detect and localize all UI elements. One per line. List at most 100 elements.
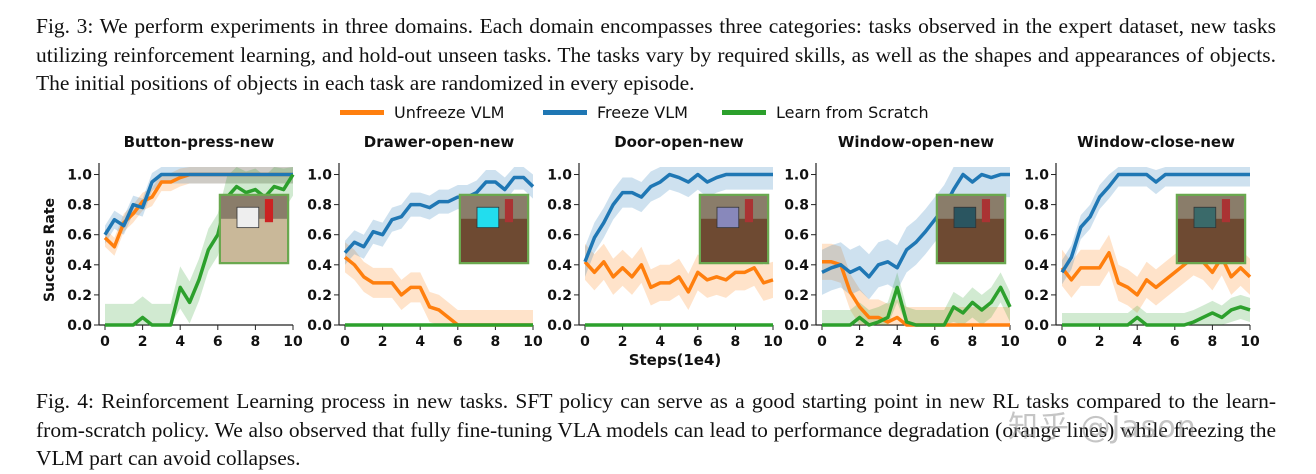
confidence-band: [822, 167, 1010, 300]
x-tick-label: 8: [1208, 334, 1218, 350]
thumbnail-object: [236, 206, 260, 229]
y-tick-label: 0.0: [547, 318, 572, 334]
thumbnail-gripper: [744, 199, 754, 223]
x-tick-label: 8: [731, 334, 741, 350]
x-tick-label: 10: [763, 334, 783, 350]
y-tick-label: 0.2: [307, 288, 332, 304]
y-axis-label: Success Rate: [42, 198, 58, 302]
legend-label: Unfreeze VLM: [394, 103, 505, 122]
x-tick-label: 6: [930, 334, 940, 350]
x-tick-label: 2: [618, 334, 628, 350]
series-line: [1062, 305, 1251, 327]
y-tick-label: 0.0: [784, 318, 809, 334]
chart-panel-1: Button-press-new 0.0 0.2 0.4 0.6 0.8 1.0 0 2 4 6 8 1…: [67, 133, 303, 350]
y-tick-label: 0.0: [307, 318, 332, 334]
chart-panel-3: Door-open-new 0.0 0.2 0.4 0.6 0.8 1.0 0 2 4 6 8 10: [547, 133, 783, 350]
x-tick-label: 6: [1170, 334, 1180, 350]
series-line: [583, 260, 774, 294]
series-line: [1060, 172, 1250, 274]
y-tick-label: 0.6: [784, 228, 809, 244]
thumbnail-gripper: [504, 199, 514, 223]
watermark: 知乎 @Jason: [1008, 410, 1197, 445]
y-tick-label: 1.0: [784, 168, 809, 184]
y-tick-label: 1.0: [307, 168, 332, 184]
x-tick-label: 4: [655, 334, 665, 350]
thumbnail-gripper: [981, 199, 991, 223]
x-tick-label: 10: [1000, 334, 1020, 350]
y-tick-label: 1.0: [547, 168, 572, 184]
legend-swatch-blue: [543, 110, 587, 115]
figure4-caption: Fig. 4: Reinforcement Learning process i…: [36, 389, 1276, 470]
y-tick-label: 0.8: [784, 198, 809, 214]
chart-title: Drawer-open-new: [364, 133, 515, 151]
chart-panel-2: Drawer-open-new 0.0 0.2 0.4 0.6 0.8 1.0 0 2 4 6 8 10: [307, 133, 543, 350]
x-tick-label: 4: [415, 334, 425, 350]
chart-title: Button-press-new: [124, 133, 275, 151]
series-line: [821, 172, 1010, 279]
x-tick-label: 8: [491, 334, 501, 350]
series-line: [583, 172, 773, 263]
chart-legend: Unfreeze VLM Freeze VLM Learn from Scrat…: [0, 103, 1316, 127]
confidence-band: [1062, 167, 1250, 285]
x-tick-label: 10: [1240, 334, 1260, 350]
x-tick-label: 0: [1057, 334, 1067, 350]
y-tick-label: 1.0: [1024, 168, 1049, 184]
y-tick-label: 0.8: [67, 198, 92, 214]
thumbnail-object: [1193, 206, 1217, 229]
y-tick-label: 0.4: [784, 258, 809, 274]
x-tick-label: 8: [251, 334, 261, 350]
chart-panel-4: Window-open-new 0.0 0.2 0.4 0.6 0.8 1.0 0 2 4 6 8 10: [784, 133, 1020, 350]
y-tick-label: 0.6: [67, 228, 92, 244]
chart-title: Door-open-new: [614, 133, 744, 151]
thumbnail-gripper: [1221, 199, 1231, 223]
y-tick-label: 0.2: [67, 288, 92, 304]
legend-label: Freeze VLM: [597, 103, 688, 122]
y-tick-label: 0.2: [1024, 288, 1049, 304]
series-line: [343, 175, 535, 254]
x-tick-label: 4: [175, 334, 185, 350]
y-tick-label: 0.4: [67, 258, 92, 274]
x-tick-label: 6: [453, 334, 463, 350]
x-tick-label: 2: [378, 334, 388, 350]
y-tick-label: 0.2: [547, 288, 572, 304]
y-tick-label: 0.4: [307, 258, 332, 274]
y-tick-label: 0.4: [547, 258, 572, 274]
x-tick-label: 0: [340, 334, 350, 350]
legend-swatch-orange: [340, 110, 384, 115]
series-line: [103, 172, 293, 236]
x-tick-label: 10: [523, 334, 543, 350]
task-thumbnail: [218, 193, 290, 265]
thumbnail-object: [953, 206, 977, 229]
x-axis-label: Steps(1e4): [629, 351, 722, 369]
chart-title: Window-open-new: [838, 133, 994, 151]
task-thumbnail: [1175, 193, 1247, 265]
legend-item-freeze: Freeze VLM: [543, 103, 688, 122]
y-tick-label: 0.6: [1024, 228, 1049, 244]
y-tick-label: 0.6: [307, 228, 332, 244]
series-line: [822, 285, 1012, 327]
x-tick-label: 10: [283, 334, 303, 350]
y-tick-label: 0.6: [547, 228, 572, 244]
legend-label: Learn from Scratch: [776, 103, 929, 122]
task-thumbnail: [698, 193, 770, 265]
task-thumbnail: [935, 193, 1007, 265]
confidence-band: [822, 243, 1010, 325]
x-tick-label: 2: [855, 334, 865, 350]
y-tick-label: 0.8: [547, 198, 572, 214]
figure4-charts: Button-press-new 0.0 0.2 0.4 0.6 0.8 1.0 0 2 4 6 8 1…: [42, 133, 1260, 369]
y-tick-label: 1.0: [67, 168, 92, 184]
thumbnail-object: [716, 206, 740, 229]
chart-panel-5: Window-close-new 0.0 0.2 0.4 0.6 0.8 1.0 0 2 4 6 8 1…: [1024, 133, 1260, 350]
y-tick-label: 0.4: [1024, 258, 1049, 274]
y-tick-label: 0.8: [1024, 198, 1049, 214]
legend-swatch-green: [722, 110, 766, 115]
x-tick-label: 4: [892, 334, 902, 350]
x-tick-label: 6: [693, 334, 703, 350]
x-tick-label: 2: [1095, 334, 1105, 350]
thumbnail-gripper: [264, 199, 274, 223]
x-tick-label: 2: [138, 334, 148, 350]
confidence-band: [105, 167, 293, 256]
y-tick-label: 0.2: [784, 288, 809, 304]
task-thumbnail: [458, 193, 530, 265]
legend-item-unfreeze: Unfreeze VLM: [340, 103, 504, 122]
